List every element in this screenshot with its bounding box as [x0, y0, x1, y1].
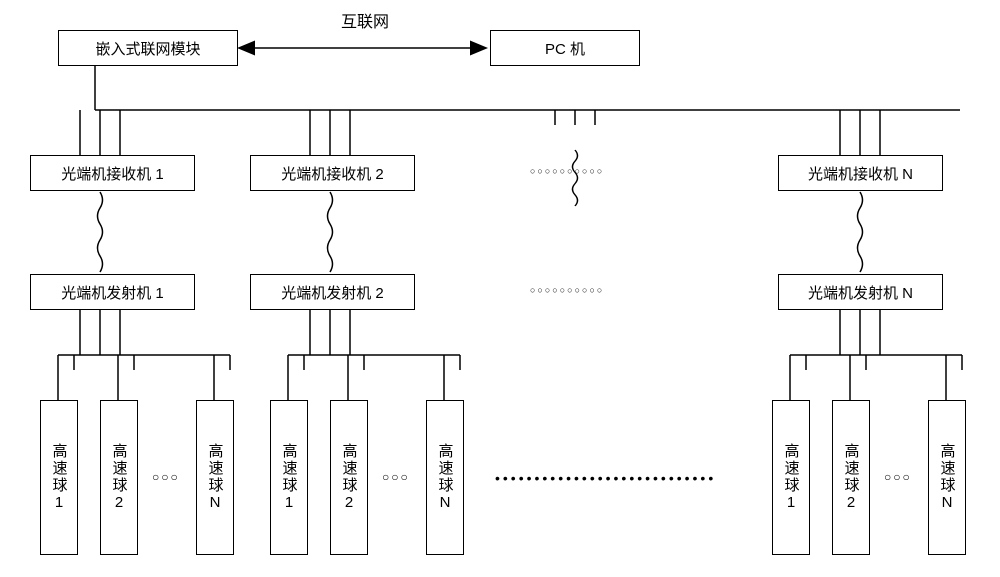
transmitter-1: 光端机发射机 1	[30, 274, 195, 310]
ball-g1-ellipsis: ○○○	[152, 470, 180, 484]
ball-g3-2: 高速球2	[832, 400, 870, 555]
ball-g2-1: 高速球1	[270, 400, 308, 555]
transmitter-2: 光端机发射机 2	[250, 274, 415, 310]
ball-g1-n: 高速球N	[196, 400, 234, 555]
transmitter-n: 光端机发射机 N	[778, 274, 943, 310]
ball-g2-2: 高速球2	[330, 400, 368, 555]
ball-g1-2: 高速球2	[100, 400, 138, 555]
ball-g2-ellipsis: ○○○	[382, 470, 410, 484]
module-box: 嵌入式联网模块	[58, 30, 238, 66]
ball-g3-1: 高速球1	[772, 400, 810, 555]
receiver-1: 光端机接收机 1	[30, 155, 195, 191]
ball-g3-n: 高速球N	[928, 400, 966, 555]
balls-ellipsis-big: ••••••••••••••••••••••••••••	[495, 470, 716, 486]
receiver-n: 光端机接收机 N	[778, 155, 943, 191]
receiver-2: 光端机接收机 2	[250, 155, 415, 191]
pc-box: PC 机	[490, 30, 640, 66]
ball-g3-ellipsis: ○○○	[884, 470, 912, 484]
receiver-ellipsis: ○○○○○○○○○○	[530, 166, 604, 176]
ball-g2-n: 高速球N	[426, 400, 464, 555]
transmitter-ellipsis: ○○○○○○○○○○	[530, 285, 604, 295]
ball-g1-1: 高速球1	[40, 400, 78, 555]
internet-label: 互联网	[300, 8, 430, 32]
